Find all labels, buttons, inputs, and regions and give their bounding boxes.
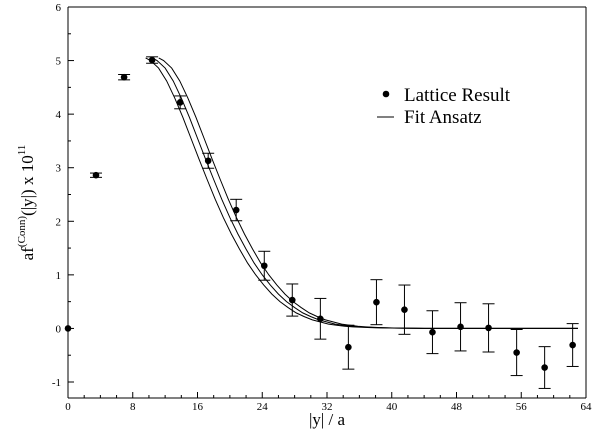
data-point bbox=[569, 341, 576, 349]
fit-curve-1 bbox=[151, 57, 578, 329]
y-tick-label: 0 bbox=[56, 323, 62, 335]
x-tick-label: 24 bbox=[257, 401, 269, 413]
x-tick-label: 48 bbox=[451, 401, 463, 413]
x-tick-label: 0 bbox=[65, 401, 71, 413]
y-tick-label: 6 bbox=[56, 2, 62, 14]
data-point bbox=[204, 157, 212, 165]
data-point bbox=[401, 306, 408, 313]
series-layer bbox=[64, 56, 579, 389]
y-tick-label: 2 bbox=[56, 216, 62, 228]
data-point bbox=[260, 262, 268, 270]
x-tick-label: 64 bbox=[581, 401, 593, 413]
data-point bbox=[457, 323, 464, 331]
legend-label-lattice: Lattice Result bbox=[404, 85, 511, 106]
y-tick-label: 1 bbox=[56, 270, 62, 282]
x-axis: 0 8 16 24 32 40 48 56 64 bbox=[65, 392, 592, 413]
data-point bbox=[429, 328, 436, 336]
legend: Lattice Result Fit Ansatz bbox=[377, 85, 511, 128]
data-point bbox=[92, 171, 100, 179]
legend-label-fit: Fit Ansatz bbox=[404, 107, 482, 128]
y-tick-label: 4 bbox=[56, 109, 62, 121]
y-title-exp: 11 bbox=[16, 145, 28, 156]
y-tick-label: -1 bbox=[52, 377, 61, 389]
data-point bbox=[176, 99, 184, 106]
y-title-sup: (Conn) bbox=[16, 216, 28, 248]
data-point bbox=[373, 298, 380, 306]
x-tick-label: 40 bbox=[386, 401, 398, 413]
data-point bbox=[148, 56, 156, 64]
y-axis-title: af(Conn)(|y|) x 1011 bbox=[16, 145, 37, 261]
data-point bbox=[232, 206, 240, 214]
data-point bbox=[485, 324, 492, 332]
data-point bbox=[120, 73, 128, 81]
x-axis-title: |y| / a bbox=[309, 410, 346, 429]
legend-marker-lattice bbox=[382, 90, 390, 98]
y-axis: -1 0 1 2 3 4 5 6 bbox=[52, 2, 74, 389]
y-title-main: af bbox=[18, 247, 37, 261]
fit-curve-2 bbox=[158, 57, 578, 329]
x-tick-label: 8 bbox=[130, 401, 136, 413]
plot-area bbox=[67, 6, 587, 399]
fit-curve-0 bbox=[145, 57, 578, 329]
y-title-tail: (|y|) x 10 bbox=[18, 155, 37, 216]
y-tick-label: 3 bbox=[56, 163, 62, 175]
data-point bbox=[541, 364, 548, 371]
data-point bbox=[317, 315, 324, 323]
data-point bbox=[288, 296, 296, 304]
x-tick-label: 16 bbox=[192, 401, 204, 413]
x-tick-label: 32 bbox=[322, 401, 333, 413]
y-tick-label: 5 bbox=[56, 56, 62, 68]
data-point bbox=[513, 349, 520, 356]
data-point bbox=[345, 343, 352, 351]
x-tick-label: 56 bbox=[516, 401, 528, 413]
data-point bbox=[64, 325, 72, 332]
